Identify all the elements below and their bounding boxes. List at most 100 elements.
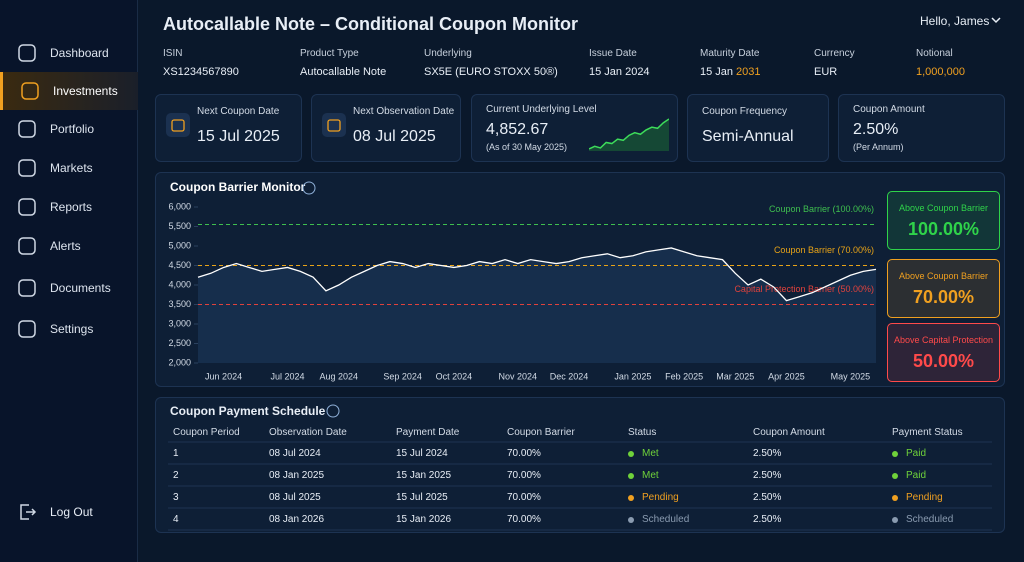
graphic: [166, 113, 190, 137]
nav-icon: [18, 279, 36, 297]
info-label: Notional: [916, 48, 953, 59]
graphic: Coupon Barrier Monitor 2,000 2,500 3,000 3,5…: [168, 180, 877, 381]
table-cell: 2.50%: [753, 448, 782, 459]
graphic: [18, 279, 36, 297]
nav-item[interactable]: Alerts: [0, 227, 138, 265]
nav-icon: [18, 120, 36, 138]
graphic: [18, 320, 36, 338]
chart-panel: Coupon Barrier Monitor 2,000 2,500 3,000 3,5…: [155, 172, 1005, 387]
badge-value: 70.00%: [912, 287, 975, 307]
card-value: 08 Jul 2025: [353, 128, 436, 145]
x-tick-label: Feb 2025: [665, 371, 703, 381]
chevron: [991, 17, 1001, 24]
nav-item[interactable]: Documents: [0, 269, 138, 307]
status-text: Scheduled: [906, 514, 954, 525]
nav-label: Reports: [50, 200, 93, 214]
nav-label: Settings: [50, 322, 94, 336]
x-tick-label: Sep 2024: [383, 371, 422, 381]
nav-item[interactable]: Reports: [0, 188, 138, 226]
x-tick-label: Mar 2025: [716, 371, 754, 381]
highlight: 2031: [736, 66, 761, 78]
nav-icon: [18, 159, 36, 177]
table-cell: 2.50%: [753, 514, 782, 525]
y-tick-label: 4,500: [168, 260, 191, 270]
graphic: [589, 118, 669, 151]
card-label: Current Underlying Level: [486, 104, 597, 115]
logout[interactable]: Log Out: [0, 493, 138, 531]
calendar-icon: [327, 119, 341, 132]
badge-label: Above Coupon Barrier: [898, 271, 989, 281]
nav-item[interactable]: Settings: [0, 310, 138, 348]
table-title: Coupon Payment Schedule: [170, 404, 326, 418]
sparkline: [589, 118, 669, 150]
underlying-line: [197, 247, 877, 302]
graphic: [18, 198, 36, 216]
y-tick-label: 2,000: [168, 357, 191, 367]
y-tick-label: 2,500: [168, 338, 191, 348]
table-cell: 3: [173, 492, 179, 503]
column-header: Payment Date: [396, 427, 460, 438]
value: Autocallable Note: [300, 66, 387, 78]
highlight: 1,000,000: [916, 66, 965, 78]
status-dot: [892, 495, 898, 501]
badge-value: 50.00%: [912, 351, 975, 371]
summary-card: Coupon Amount 2.50% (Per Annum): [838, 94, 1005, 162]
column-header: Observation Date: [269, 427, 347, 438]
info-value: 15 Jan 2031: [700, 66, 761, 78]
greeting[interactable]: Hello, James: [920, 14, 990, 28]
card-value: Semi-Annual: [702, 128, 794, 145]
status-dot: [628, 517, 634, 523]
card-icon-bg: [166, 113, 190, 137]
barrier-badge: Above Coupon Barrier 100.00%: [887, 191, 1000, 250]
card-value: 4,852.67: [486, 121, 549, 138]
graphic: [18, 120, 36, 138]
nav-item[interactable]: Investments: [0, 72, 138, 110]
logout-icon: [20, 504, 37, 520]
nav-label: Portfolio: [50, 122, 95, 136]
nav-item[interactable]: Dashboard: [0, 34, 138, 72]
value: SX5E (EURO STOXX 50®): [424, 66, 558, 78]
sidebar: Dashboard Investments Portfolio Markets Repo…: [0, 0, 138, 562]
y-tick-label: 3,500: [168, 299, 191, 309]
nav-item[interactable]: Portfolio: [0, 110, 138, 148]
x-tick-label: Jul 2024: [271, 371, 305, 381]
graphic: [322, 113, 346, 137]
info-label: ISIN: [163, 48, 183, 59]
card-value: 2.50%: [853, 121, 899, 138]
barrier-label: Coupon Barrier (100.00%): [769, 204, 874, 214]
table-cell: 1: [173, 448, 179, 459]
info-value: XS1234567890: [163, 66, 239, 78]
info-value: 15 Jan 2024: [589, 66, 650, 78]
status-dot: [628, 473, 634, 479]
line-area: [198, 247, 876, 363]
status-text: Paid: [906, 448, 927, 459]
x-tick-label: Dec 2024: [550, 371, 589, 381]
chart-title: Coupon Barrier Monitor: [170, 180, 306, 194]
barrier-badge: Above Coupon Barrier 70.00%: [887, 259, 1000, 318]
x-tick-label: Aug 2024: [319, 371, 358, 381]
nav-label: Alerts: [50, 239, 81, 253]
info-label: Maturity Date: [700, 48, 760, 59]
graphic: [991, 17, 1001, 24]
card-note: (Per Annum): [853, 142, 904, 152]
nav-item[interactable]: Markets: [0, 149, 138, 187]
y-tick-label: 5,000: [168, 240, 191, 250]
y-tick-label: 3,000: [168, 318, 191, 328]
table-cell: 15 Jul 2025: [396, 492, 448, 503]
status-text: Met: [642, 470, 659, 481]
column-header: Payment Status: [892, 427, 963, 438]
info-icon: [326, 404, 340, 418]
status-dot: [892, 451, 898, 457]
info-label: Issue Date: [589, 48, 637, 59]
table-cell: 2: [173, 470, 179, 481]
info-value: EUR: [814, 66, 837, 78]
card-label: Next Coupon Date: [197, 106, 280, 117]
y-tick-label: 6,000: [168, 201, 191, 211]
info-icon: [302, 181, 316, 195]
status-dot: [892, 517, 898, 523]
value: 15 Jan 2024: [589, 66, 650, 78]
schedule-panel: Coupon Payment Schedule Coupon Period Obse…: [155, 397, 1005, 533]
table-cell: 08 Jan 2026: [269, 514, 325, 525]
info-label: Currency: [814, 48, 855, 59]
